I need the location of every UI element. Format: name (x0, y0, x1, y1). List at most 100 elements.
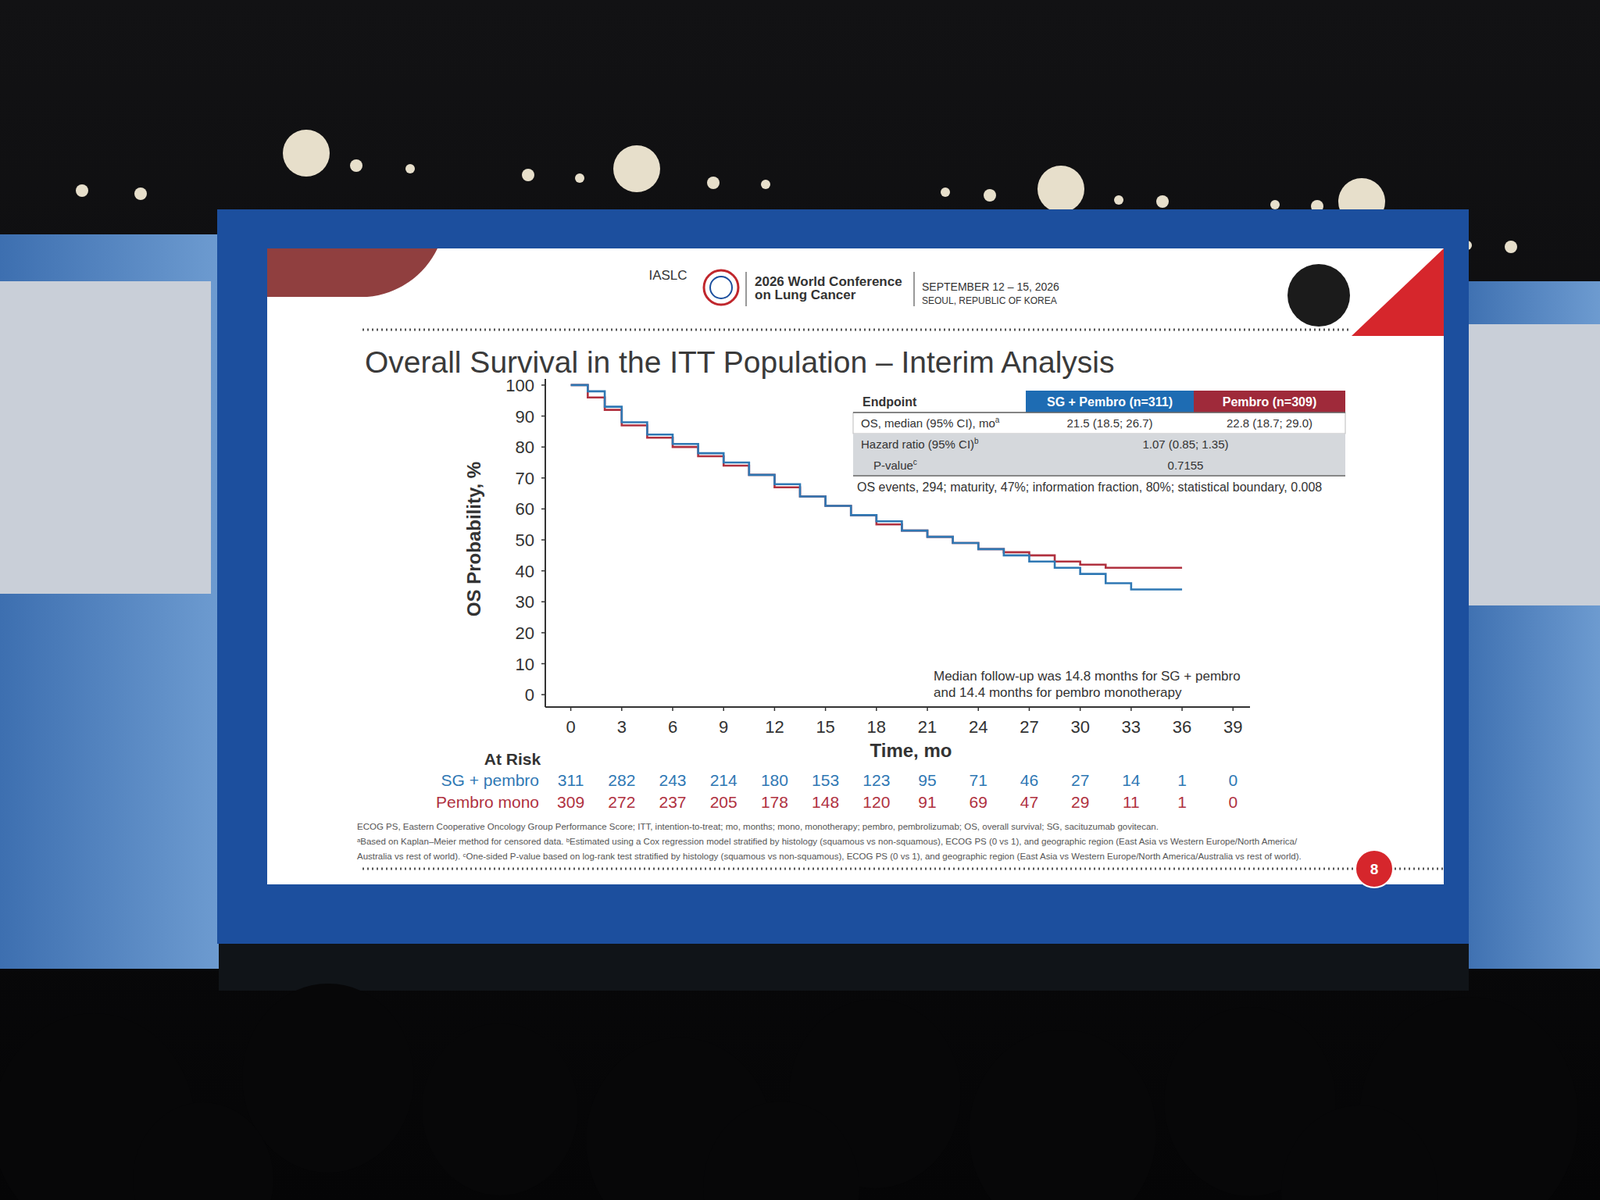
stage-light (1156, 195, 1169, 208)
table-row-label: OS, median (95% CI), moa (860, 415, 1000, 430)
header-divider (362, 328, 1350, 332)
at-risk-count: 272 (607, 792, 636, 811)
stage-light (940, 187, 950, 197)
at-risk-count: 14 (1121, 771, 1141, 790)
stage-light (282, 129, 330, 177)
x-axis-label: Time, mo (870, 739, 953, 761)
x-tick (825, 707, 827, 711)
x-tick-label: 12 (764, 717, 784, 737)
y-tick-label: 40 (515, 561, 535, 582)
logo (703, 270, 739, 305)
at-risk-count: 27 (1071, 771, 1090, 790)
x-tick-label: 9 (718, 717, 729, 737)
stage-light (613, 145, 661, 193)
x-tick (722, 707, 725, 711)
table-row (853, 433, 1346, 476)
audience (703, 1101, 860, 1200)
y-tick-label: 70 (515, 468, 535, 489)
x-tick (671, 707, 674, 711)
at-risk-count: 205 (710, 792, 738, 811)
at-risk-count: 282 (607, 771, 636, 790)
scene: IASLC2026 World Conferenceon Lung Cancer… (0, 0, 1600, 1200)
stage-light (521, 168, 535, 182)
conference-dates: SEPTEMBER 12 – 15, 2026 (921, 280, 1060, 293)
stage-light (350, 159, 363, 172)
x-tick (1028, 707, 1031, 711)
y-axis-label: OS Probability, % (463, 461, 485, 617)
y-tick (541, 477, 546, 479)
table-row-label: Hazard ratio (95% CI)b (860, 436, 979, 451)
stage-light (575, 173, 585, 183)
stage-light (1270, 200, 1280, 210)
x-tick (570, 707, 572, 711)
at-risk-count: 1 (1177, 771, 1187, 790)
y-axis (544, 378, 547, 708)
side-screen (1460, 281, 1600, 969)
x-tick (1181, 707, 1183, 711)
at-risk-count: 91 (917, 792, 936, 811)
audience (132, 1102, 274, 1200)
x-tick-label: 24 (968, 717, 988, 737)
table-cell: 21.5 (18.5; 26.7) (1066, 416, 1153, 430)
at-risk-count: 0 (1228, 792, 1238, 811)
x-tick-label: 39 (1223, 717, 1243, 737)
at-risk-count: 29 (1071, 792, 1090, 811)
y-tick-label: 80 (515, 437, 535, 458)
at-risk-count: 178 (760, 792, 789, 811)
y-tick (541, 693, 546, 696)
at-risk-count: 214 (710, 771, 738, 790)
table-column-header: SG + Pembro (n=311) (1046, 395, 1173, 409)
footnote-marker: c (913, 457, 918, 467)
table-column-header: Endpoint (862, 395, 918, 409)
side-video (1465, 324, 1600, 606)
audience (1281, 1105, 1438, 1200)
stage-light (983, 189, 997, 202)
x-tick-label: 27 (1019, 717, 1039, 737)
audience (421, 1023, 579, 1196)
header-separator (913, 271, 915, 307)
header-separator (745, 271, 747, 307)
stage-light (1504, 240, 1518, 254)
y-tick-label: 90 (515, 407, 535, 427)
chart-title: Overall Survival in the ITT Population –… (364, 345, 1115, 379)
y-tick-label: 30 (515, 592, 535, 612)
at-risk-count: 180 (760, 771, 789, 790)
y-tick-label: 10 (515, 654, 535, 675)
annotation: Median follow-up was 14.8 months for SG … (933, 668, 1241, 684)
footnote-marker: b (974, 436, 979, 446)
annotation: and 14.4 months for pembro monotherapy (933, 685, 1183, 700)
at-risk-count: 311 (557, 771, 584, 790)
side-video (0, 281, 211, 594)
stage-light (760, 179, 771, 190)
at-risk-count: 46 (1020, 771, 1039, 790)
at-risk-count: 1 (1177, 792, 1187, 811)
audience (242, 983, 415, 1173)
stage-light (707, 176, 720, 190)
at-risk-count: 148 (811, 792, 840, 811)
at-risk-count: 47 (1020, 792, 1039, 811)
footnote: ECOG PS, Eastern Cooperative Oncology Gr… (357, 821, 1159, 832)
table-cell: 1.07 (0.85; 1.35) (1142, 437, 1229, 451)
header-decoration (267, 248, 438, 297)
at-risk-count: 237 (658, 792, 686, 811)
x-tick (1079, 707, 1082, 711)
at-risk-count: 123 (862, 771, 890, 790)
stage-light (134, 187, 147, 200)
footnote: Australia vs rest of world). ᶜOne-sided … (357, 851, 1302, 861)
x-tick (1130, 707, 1133, 711)
footnote-marker: a (995, 415, 1000, 425)
y-tick (541, 446, 546, 448)
y-tick-label: 50 (515, 530, 535, 550)
footer-divider (1394, 867, 1444, 871)
table-row (853, 412, 1346, 434)
y-tick (541, 415, 546, 418)
x-tick-label: 33 (1121, 717, 1141, 737)
side-screen (0, 234, 219, 969)
at-risk-count: 243 (658, 771, 686, 790)
x-tick-label: 6 (667, 717, 678, 737)
x-tick-label: 3 (617, 717, 627, 737)
y-tick-label: 100 (505, 375, 535, 396)
stage-light (1037, 165, 1085, 213)
y-tick (541, 539, 546, 541)
page-number: 8 (1370, 860, 1379, 878)
